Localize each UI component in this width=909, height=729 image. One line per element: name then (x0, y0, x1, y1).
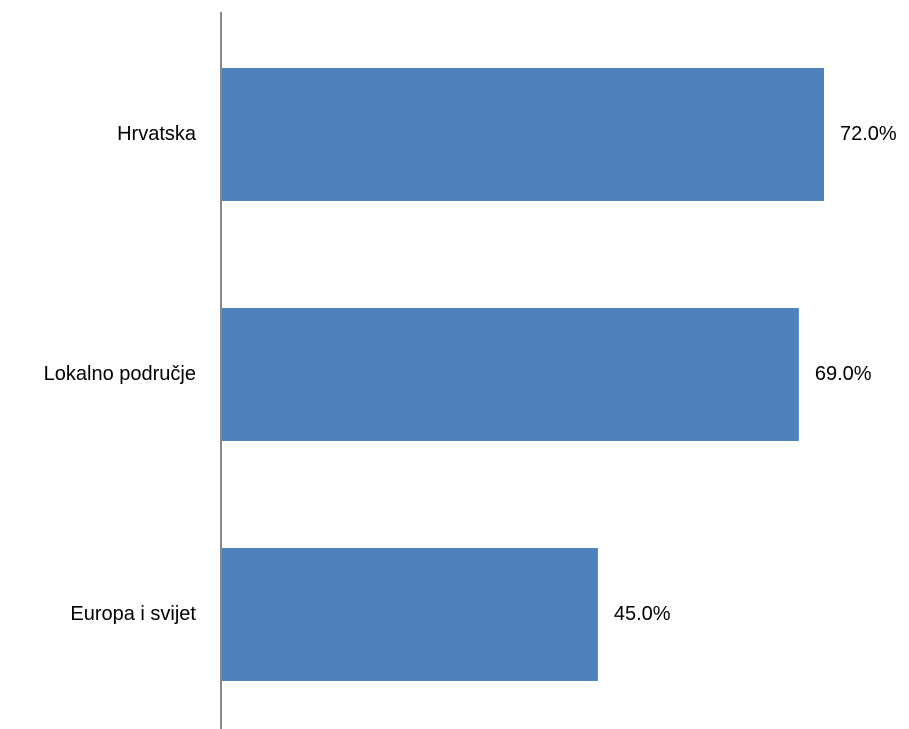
labels-group: Hrvatska 72.0% Lokalno područje 69.0% Europa… (44, 123, 897, 625)
value-label-2: 45.0% (614, 603, 671, 625)
bars-group (221, 68, 824, 681)
category-label-2: Europa i svijet (70, 603, 196, 625)
category-label-0: Hrvatska (117, 123, 197, 145)
bar-2 (221, 548, 598, 681)
category-label-1: Lokalno područje (44, 363, 196, 385)
value-label-1: 69.0% (815, 363, 872, 385)
value-label-0: 72.0% (840, 123, 897, 145)
bar-0 (221, 68, 824, 201)
bar-1 (221, 308, 799, 441)
